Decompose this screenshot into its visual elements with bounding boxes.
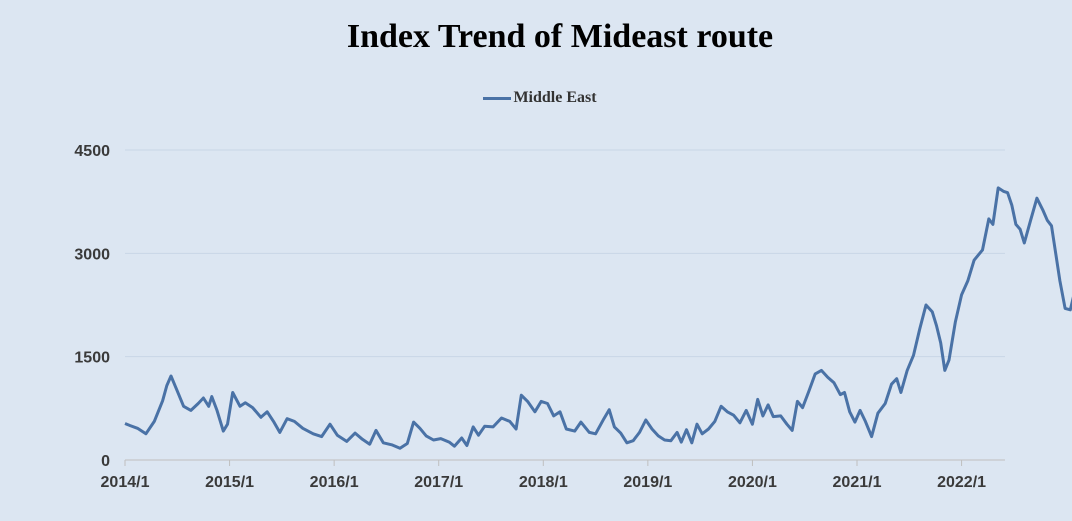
chart-title: Index Trend of Mideast route [346, 18, 774, 55]
x-tick-label: 2016/1 [310, 474, 359, 491]
x-tick-label: 2020/1 [728, 474, 777, 491]
y-axis: 0 1500 3000 4500 [74, 143, 110, 470]
x-tick-label: 2015/1 [205, 474, 254, 491]
x-tick-label: 2021/1 [833, 474, 882, 491]
y-tick-label: 1500 [74, 350, 110, 367]
series-line-middle-east [124, 186, 1072, 450]
x-tick-label: 2019/1 [623, 474, 672, 491]
y-tick-label: 3000 [74, 246, 110, 263]
x-tick-label: 2022/1 [937, 474, 986, 491]
legend: Middle East [0, 89, 1072, 107]
y-tick-label: 0 [101, 453, 110, 470]
x-tick-label: 2014/1 [101, 474, 150, 491]
gridlines [125, 149, 1005, 358]
legend-label: Middle East [513, 89, 597, 106]
y-tick-label: 4500 [74, 143, 110, 160]
x-tick-label: 2018/1 [519, 474, 568, 491]
x-tick-label: 2017/1 [414, 474, 463, 491]
x-axis: 2014/1 2015/1 2016/1 2017/1 2018/1 2019/1 2020… [101, 459, 1005, 491]
series-layer [124, 186, 1072, 450]
legend-line-swatch [483, 96, 512, 100]
